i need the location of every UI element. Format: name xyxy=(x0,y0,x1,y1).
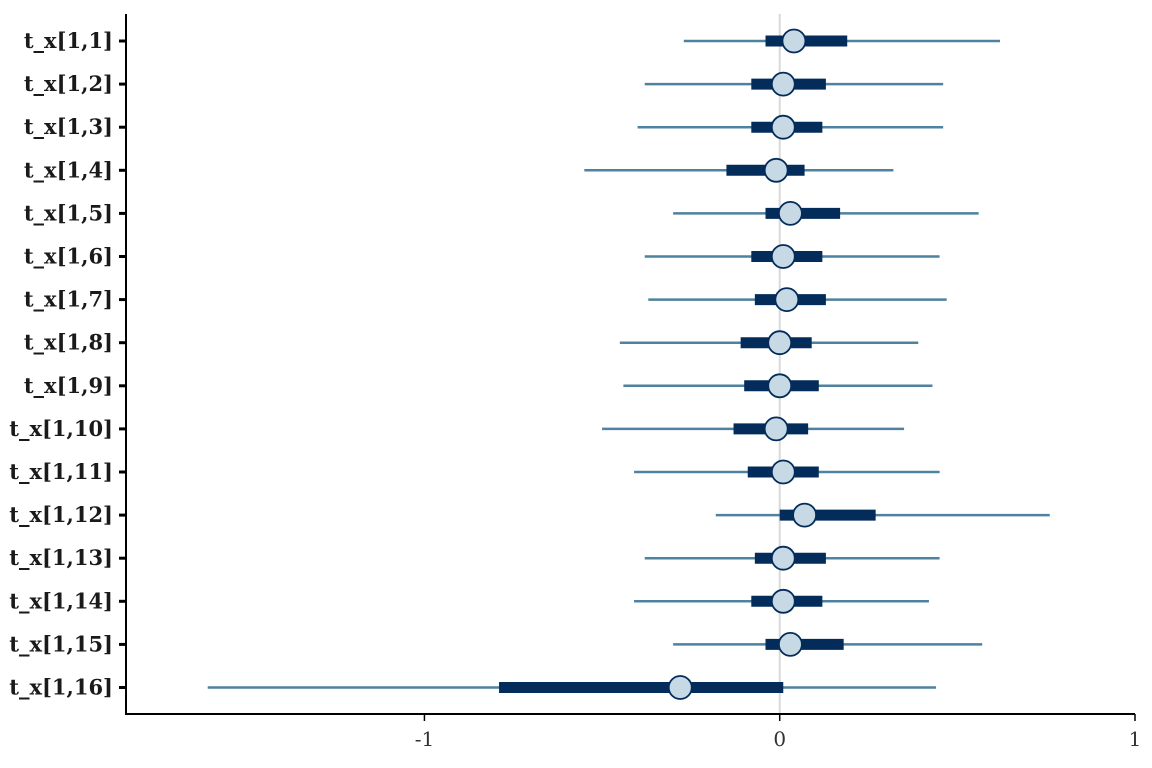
median-point-5 xyxy=(777,200,803,226)
median-point-4 xyxy=(763,157,789,183)
median-point-14 xyxy=(770,588,796,614)
median-point-6 xyxy=(770,244,796,269)
median-point-1 xyxy=(781,28,807,54)
y-tick-label-8: t_x[1,8] xyxy=(24,330,113,355)
y-tick-label-16: t_x[1,16] xyxy=(9,675,113,700)
y-tick-label-14: t_x[1,14] xyxy=(9,588,113,613)
y-tick-label-12: t_x[1,12] xyxy=(9,502,113,527)
y-tick-label-13: t_x[1,13] xyxy=(9,545,113,570)
median-point-13 xyxy=(770,545,796,571)
y-tick-label-2: t_x[1,2] xyxy=(24,71,113,96)
y-tick-label-5: t_x[1,5] xyxy=(24,200,113,225)
axes-layer xyxy=(119,14,1136,721)
y-tick-label-3: t_x[1,3] xyxy=(24,114,113,139)
median-point-16 xyxy=(667,675,693,700)
y-tick-label-15: t_x[1,15] xyxy=(9,631,113,656)
median-point-2 xyxy=(770,71,796,97)
median-point-9 xyxy=(767,373,793,399)
y-tick-label-7: t_x[1,7] xyxy=(24,287,113,312)
x-tick-label-1: 0 xyxy=(773,727,786,751)
y-tick-label-1: t_x[1,1] xyxy=(24,28,113,53)
y-tick-label-9: t_x[1,9] xyxy=(24,373,113,398)
median-point-15 xyxy=(777,632,803,657)
median-point-12 xyxy=(792,502,817,528)
median-point-8 xyxy=(767,330,793,356)
median-point-10 xyxy=(763,416,789,442)
median-point-7 xyxy=(774,287,800,313)
marks-layer xyxy=(207,28,1050,700)
y-tick-label-6: t_x[1,6] xyxy=(24,244,113,269)
labels-layer: -1 0 1 t_x[1,1] t_x[1,2] t_x[1,3] t_x[1,4] t_x[… xyxy=(9,28,1141,751)
y-tick-label-10: t_x[1,10] xyxy=(9,416,113,441)
x-tick-label-0: -1 xyxy=(415,727,434,751)
median-point-3 xyxy=(770,114,796,140)
median-point-11 xyxy=(770,459,796,485)
x-tick-label-2: 1 xyxy=(1129,727,1142,751)
y-tick-label-11: t_x[1,11] xyxy=(9,459,113,484)
y-tick-label-4: t_x[1,4] xyxy=(24,157,113,182)
